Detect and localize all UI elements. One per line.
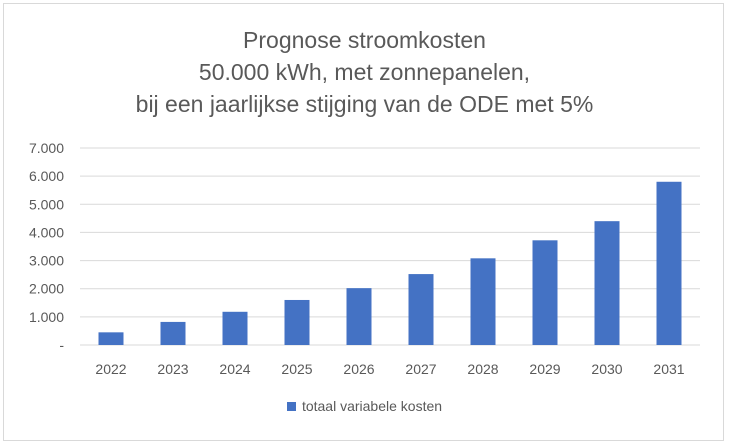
chart-title: Prognose stroomkosten 50.000 kWh, met zo… [0, 24, 729, 120]
y-tick-label: 2.000 [29, 281, 64, 297]
bar-2026 [346, 288, 372, 345]
bar-2029 [532, 240, 558, 345]
x-tick-label: 2028 [467, 361, 498, 377]
y-tick-label: 1.000 [29, 309, 64, 325]
x-tick-label: 2023 [157, 361, 188, 377]
x-tick-label: 2025 [281, 361, 312, 377]
bar-2028 [470, 258, 496, 345]
y-tick-label: - [59, 337, 64, 353]
x-tick-label: 2031 [653, 361, 684, 377]
x-tick-label: 2022 [95, 361, 126, 377]
bar-2023 [160, 321, 186, 345]
x-tick-label: 2030 [591, 361, 622, 377]
bar-2022 [98, 332, 124, 345]
legend-label: totaal variabele kosten [301, 398, 443, 414]
y-tick-label: 6.000 [29, 168, 64, 184]
y-tick-label: 4.000 [29, 224, 64, 240]
bar-2030 [594, 221, 620, 345]
legend: totaal variabele kosten [0, 398, 729, 414]
x-tick-label: 2029 [529, 361, 560, 377]
bar-2025 [284, 299, 310, 345]
chart-title-line-2: 50.000 kWh, met zonnepanelen, [198, 59, 531, 85]
y-tick-label: 3.000 [29, 253, 64, 269]
bar-2031 [656, 181, 682, 345]
y-tick-label: 5.000 [29, 196, 64, 212]
bar-2024 [222, 311, 248, 345]
x-tick-label: 2026 [343, 361, 374, 377]
chart-title-line-1: Prognose stroomkosten [243, 27, 486, 53]
chart-title-line-3: bij een jaarlijkse stijging van de ODE m… [135, 91, 594, 117]
y-tick-label: 7.000 [29, 140, 64, 156]
legend-swatch [286, 401, 296, 411]
x-tick-label: 2024 [219, 361, 250, 377]
x-tick-label: 2027 [405, 361, 436, 377]
bar-2027 [408, 274, 434, 345]
